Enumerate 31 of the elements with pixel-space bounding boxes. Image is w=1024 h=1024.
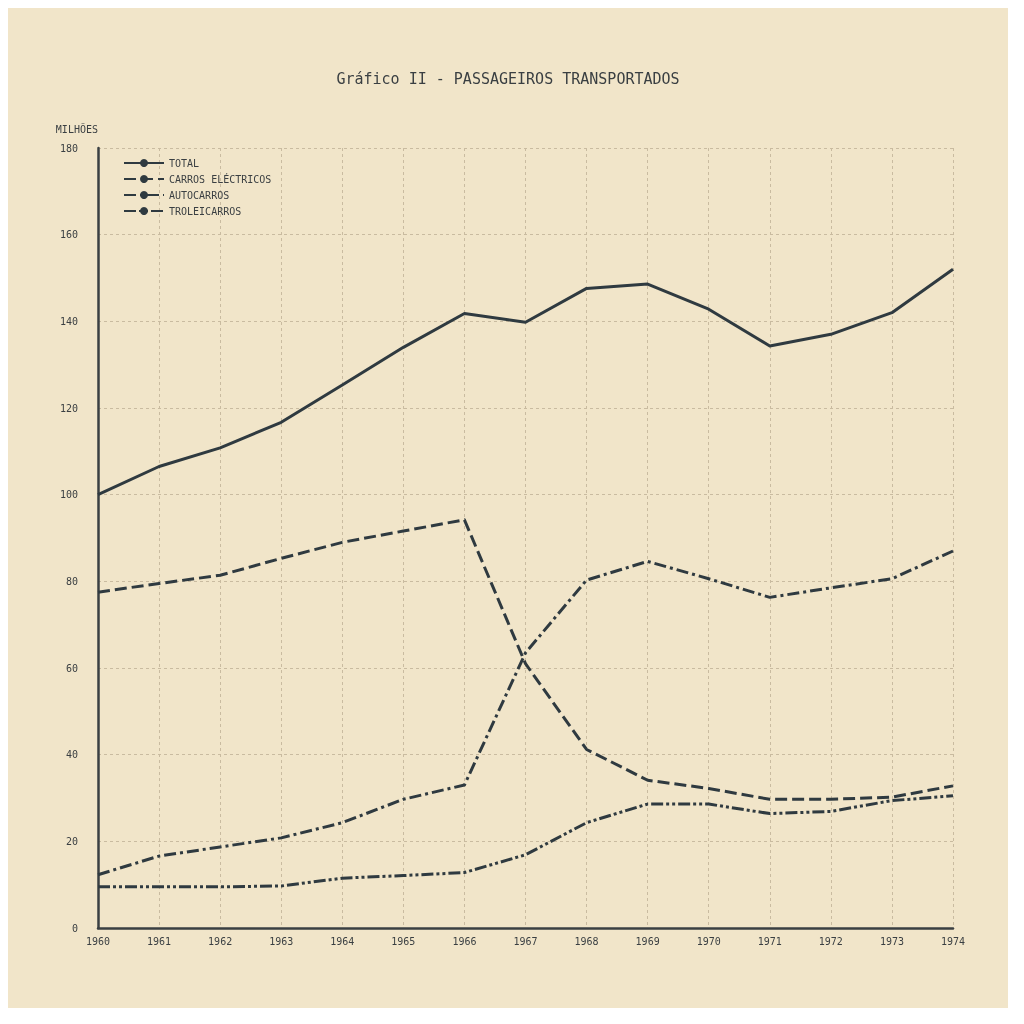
chart-title: Gráfico II - PASSAGEIROS TRANSPORTADOS xyxy=(336,69,680,88)
x-tick-label: 1968 xyxy=(574,935,599,947)
x-tick-label: 1967 xyxy=(513,935,538,947)
x-tick-label: 1965 xyxy=(391,935,416,947)
x-tick-label: 1970 xyxy=(696,935,721,947)
y-tick-label: 80 xyxy=(65,575,78,587)
y-tick-label: 140 xyxy=(59,315,78,327)
legend-label: TROLEICARROS xyxy=(169,205,242,217)
legend-label: AUTOCARROS xyxy=(169,189,230,201)
x-tick-label: 1969 xyxy=(635,935,660,947)
x-tick-label: 1964 xyxy=(330,935,355,947)
y-axis-title: MILHÕES xyxy=(55,122,98,135)
x-tick-label: 1961 xyxy=(147,935,172,947)
y-tick-label: 160 xyxy=(59,229,78,241)
x-tick-label: 1963 xyxy=(269,935,294,947)
x-tick-label: 1971 xyxy=(757,935,782,947)
x-tick-label: 1973 xyxy=(879,935,904,947)
x-tick-label: 1960 xyxy=(85,935,111,947)
y-tick-label: 0 xyxy=(71,922,78,934)
y-tick-label: 120 xyxy=(59,402,78,414)
x-tick-label: 1972 xyxy=(818,935,843,947)
y-tick-label: 180 xyxy=(59,142,78,154)
y-tick-label: 40 xyxy=(65,749,78,761)
x-tick-label: 1962 xyxy=(208,935,233,947)
y-tick-label: 60 xyxy=(65,662,78,674)
legend-label: TOTAL xyxy=(169,157,200,169)
x-tick-label: 1966 xyxy=(452,935,477,947)
y-tick-label: 100 xyxy=(59,489,78,501)
y-tick-label: 20 xyxy=(65,835,78,847)
x-tick-label: 1974 xyxy=(940,935,966,947)
legend-label: CARROS ELÉCTRICOS xyxy=(169,172,272,185)
